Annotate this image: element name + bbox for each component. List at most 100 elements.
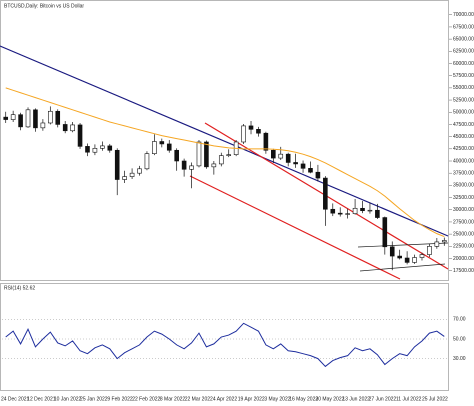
candle-body: [211, 163, 217, 168]
candle-body: [40, 122, 46, 129]
rsi-line: [5, 322, 445, 368]
candle-body: [337, 212, 343, 215]
candle-body: [204, 141, 209, 168]
candle-body: [137, 168, 142, 174]
candle-body: [308, 168, 313, 173]
x-tick-label: 27 Jun 2022: [369, 396, 397, 402]
moving-average: [5, 87, 445, 238]
rsi-tick-label: 50.00: [453, 336, 466, 342]
candle-body: [196, 141, 202, 167]
trendline: [189, 175, 401, 280]
y-tick-label: 25000.00: [453, 231, 474, 237]
candle-body: [241, 125, 246, 143]
y-tick-label: 52500.00: [453, 97, 474, 103]
candle-body: [397, 255, 402, 259]
candle-body: [285, 153, 291, 163]
candle-body: [107, 145, 113, 151]
x-tick-label: 3 May 2022: [264, 396, 290, 402]
candle-body: [174, 149, 179, 162]
candle-body: [427, 246, 432, 255]
y-tick-label: 40000.00: [453, 158, 474, 164]
candle-body: [419, 254, 425, 258]
x-tick-label: 9 Feb 2022: [107, 396, 133, 402]
x-tick-label: 10 Jan 2022: [54, 396, 82, 402]
candle-body: [152, 141, 157, 154]
x-tick-label: 25 Jul 2022: [422, 396, 448, 402]
candle-body: [55, 110, 61, 125]
x-tick-label: 16 May 2022: [289, 396, 318, 402]
y-tick-label: 37500.00: [453, 171, 474, 177]
candle-body: [293, 162, 298, 165]
y-tick-label: 70000.00: [453, 12, 474, 18]
candle-body: [77, 124, 83, 147]
candle-body: [345, 213, 350, 215]
y-tick-label: 35000.00: [453, 183, 474, 189]
trendline: [359, 263, 446, 272]
candle-body: [256, 129, 261, 134]
candle-body: [48, 110, 53, 124]
y-tick-label: 32500.00: [453, 195, 474, 201]
candle-body: [10, 114, 16, 120]
x-tick-label: 4 Apr 2022: [213, 396, 237, 402]
rsi-title: RSI(14) 52.62: [4, 285, 35, 291]
x-tick-label: 12 Dec 2021: [27, 396, 56, 402]
x-tick-label: 22 Mar 2022: [185, 396, 213, 402]
candle-body: [263, 132, 269, 151]
x-tick-label: 30 May 2022: [315, 396, 344, 402]
candle-body: [159, 141, 165, 145]
y-tick-label: 47500.00: [453, 122, 474, 128]
candle-body: [144, 153, 150, 170]
candle-body: [85, 146, 90, 153]
candle-body: [352, 207, 358, 214]
candle-body: [271, 149, 276, 159]
x-tick-label: 8 Mar 2022: [160, 396, 186, 402]
y-tick-label: 65000.00: [453, 36, 474, 42]
candle-body: [122, 176, 127, 180]
y-tick-label: 62500.00: [453, 49, 474, 55]
candle-body: [218, 155, 224, 165]
candle-body: [404, 257, 410, 263]
candle-body: [226, 154, 232, 156]
candle-body: [278, 153, 284, 159]
y-tick-label: 55000.00: [453, 85, 474, 91]
candle-body: [92, 148, 98, 153]
candle-body: [412, 257, 417, 263]
candle-body: [70, 124, 75, 132]
x-tick-label: 11 Jul 2022: [396, 396, 422, 402]
candle-body: [300, 163, 306, 169]
candle-body: [389, 246, 395, 257]
candle-body: [189, 165, 194, 170]
y-tick-label: 67500.00: [453, 24, 474, 30]
candle-body: [367, 209, 373, 212]
candle-body: [360, 207, 365, 212]
trendline: [0, 45, 449, 237]
candle-body: [330, 208, 336, 214]
y-tick-label: 27500.00: [453, 219, 474, 225]
y-tick-label: 45000.00: [453, 134, 474, 140]
candle-body: [323, 177, 328, 210]
chart-title: BTCUSD,Daily: Bitcoin vs US Dollar: [4, 3, 84, 9]
candle-body: [129, 172, 135, 177]
x-tick-label: 22 Feb 2022: [132, 396, 160, 402]
y-tick-label: 17500.00: [453, 268, 474, 274]
candle-body: [100, 145, 105, 149]
y-tick-label: 20000.00: [453, 256, 474, 262]
rsi-tick-label: 70.00: [453, 317, 466, 323]
candle-body: [434, 241, 440, 247]
candle-body: [375, 209, 380, 218]
y-tick-label: 60000.00: [453, 61, 474, 67]
trendline: [357, 242, 449, 248]
candle-body: [441, 240, 447, 243]
candle-body: [248, 125, 254, 130]
y-tick-label: 22500.00: [453, 244, 474, 250]
price-panel: [0, 0, 449, 281]
candle-body: [382, 217, 388, 248]
candle-body: [62, 124, 68, 132]
x-tick-label: 24 Dec 2021: [1, 396, 30, 402]
x-tick-label: 25 Jan 2022: [80, 396, 108, 402]
candle-body: [315, 171, 321, 179]
rsi-panel: [0, 283, 449, 391]
x-tick-label: 13 Jun 2022: [342, 396, 370, 402]
candle-body: [181, 160, 187, 170]
